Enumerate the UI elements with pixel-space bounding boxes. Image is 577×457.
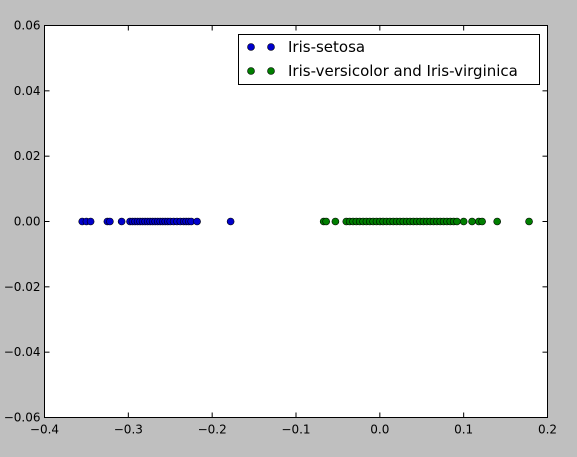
point-series1-42 — [526, 218, 533, 225]
point-series0-30 — [194, 218, 201, 225]
point-series1-37 — [460, 218, 467, 225]
point-series0-31 — [227, 218, 234, 225]
y-tick-label-2: −0.02 — [4, 280, 41, 294]
legend-marker-setosa-2 — [268, 44, 275, 51]
point-series1-36 — [453, 218, 460, 225]
x-tick-label-6: 0.2 — [538, 423, 557, 437]
legend: Iris-setosa Iris-versicolor and Iris-vir… — [239, 35, 540, 85]
y-tick-label-0: −0.06 — [4, 411, 41, 425]
legend-marker-versicolor-virginica-1 — [248, 68, 255, 75]
point-series1-1 — [323, 218, 330, 225]
legend-label-setosa: Iris-setosa — [288, 38, 365, 56]
legend-label-versicolor-virginica: Iris-versicolor and Iris-virginica — [288, 62, 518, 80]
point-series1-38 — [469, 218, 476, 225]
x-tick-label-2: −0.2 — [198, 423, 227, 437]
y-tick-label-6: 0.06 — [14, 19, 41, 33]
point-series0-4 — [106, 218, 113, 225]
x-tick-label-1: −0.3 — [114, 423, 143, 437]
point-series1-2 — [332, 218, 339, 225]
y-tick-label-5: 0.04 — [14, 84, 41, 98]
y-tick-label-3: 0.00 — [14, 215, 41, 229]
point-series1-41 — [494, 218, 501, 225]
legend-marker-versicolor-virginica-2 — [268, 68, 275, 75]
point-series0-2 — [87, 218, 94, 225]
point-series1-40 — [479, 218, 486, 225]
x-tick-label-4: 0.0 — [370, 423, 389, 437]
x-tick-label-3: −0.1 — [281, 423, 310, 437]
legend-marker-setosa-1 — [248, 44, 255, 51]
point-series0-5 — [118, 218, 125, 225]
y-tick-label-1: −0.04 — [4, 345, 41, 359]
x-tick-label-0: −0.4 — [30, 423, 59, 437]
x-tick-label-5: 0.1 — [454, 423, 473, 437]
y-tick-label-4: 0.02 — [14, 149, 41, 163]
